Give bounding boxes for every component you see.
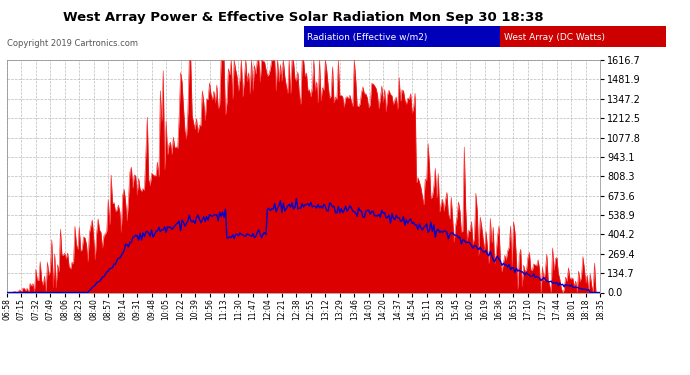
Text: West Array Power & Effective Solar Radiation Mon Sep 30 18:38: West Array Power & Effective Solar Radia… [63, 11, 544, 24]
Text: Radiation (Effective w/m2): Radiation (Effective w/m2) [307, 33, 427, 42]
Text: West Array (DC Watts): West Array (DC Watts) [504, 33, 604, 42]
Text: Copyright 2019 Cartronics.com: Copyright 2019 Cartronics.com [7, 39, 138, 48]
